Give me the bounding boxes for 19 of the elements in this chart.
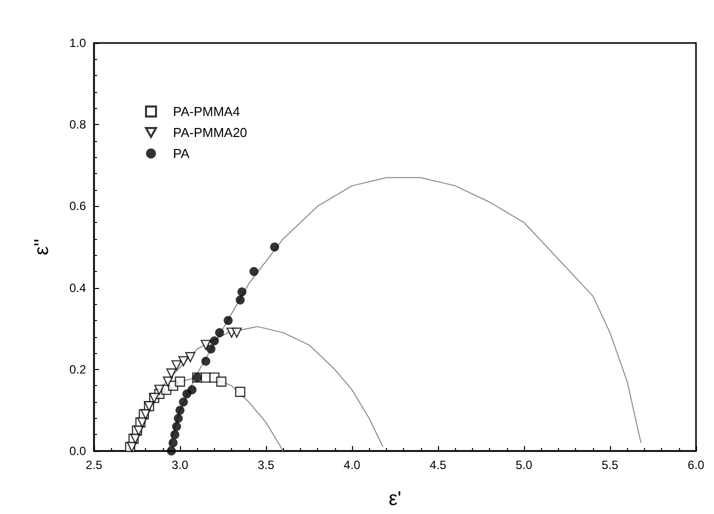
x-tick-label: 4.5 [430, 458, 447, 472]
y-tick-label: 0.6 [69, 199, 86, 214]
y-axis-title: ε'' [31, 238, 53, 256]
x-tick-label: 4.0 [344, 458, 361, 472]
x-tick-label: 6.0 [688, 458, 705, 472]
legend-label: PA-PMMA4 [173, 104, 240, 119]
x-tick-label: 3.0 [172, 458, 189, 472]
legend-label: PA [173, 146, 190, 161]
y-tick-label: 0.8 [69, 118, 86, 132]
y-tick-label: 1.0 [69, 36, 86, 50]
y-tick-label: 0.4 [69, 280, 86, 295]
y-tick-label: 0.0 [69, 444, 86, 458]
y-tick-label: 0.2 [69, 362, 86, 376]
x-tick-label: 5.0 [516, 458, 533, 472]
x-tick-label: 3.5 [258, 458, 275, 472]
x-tick-label: 2.5 [86, 458, 103, 472]
legend-label: PA-PMMA20 [173, 125, 248, 140]
x-tick-label: 5.5 [602, 458, 619, 472]
x-axis-title: ε' [388, 488, 402, 510]
